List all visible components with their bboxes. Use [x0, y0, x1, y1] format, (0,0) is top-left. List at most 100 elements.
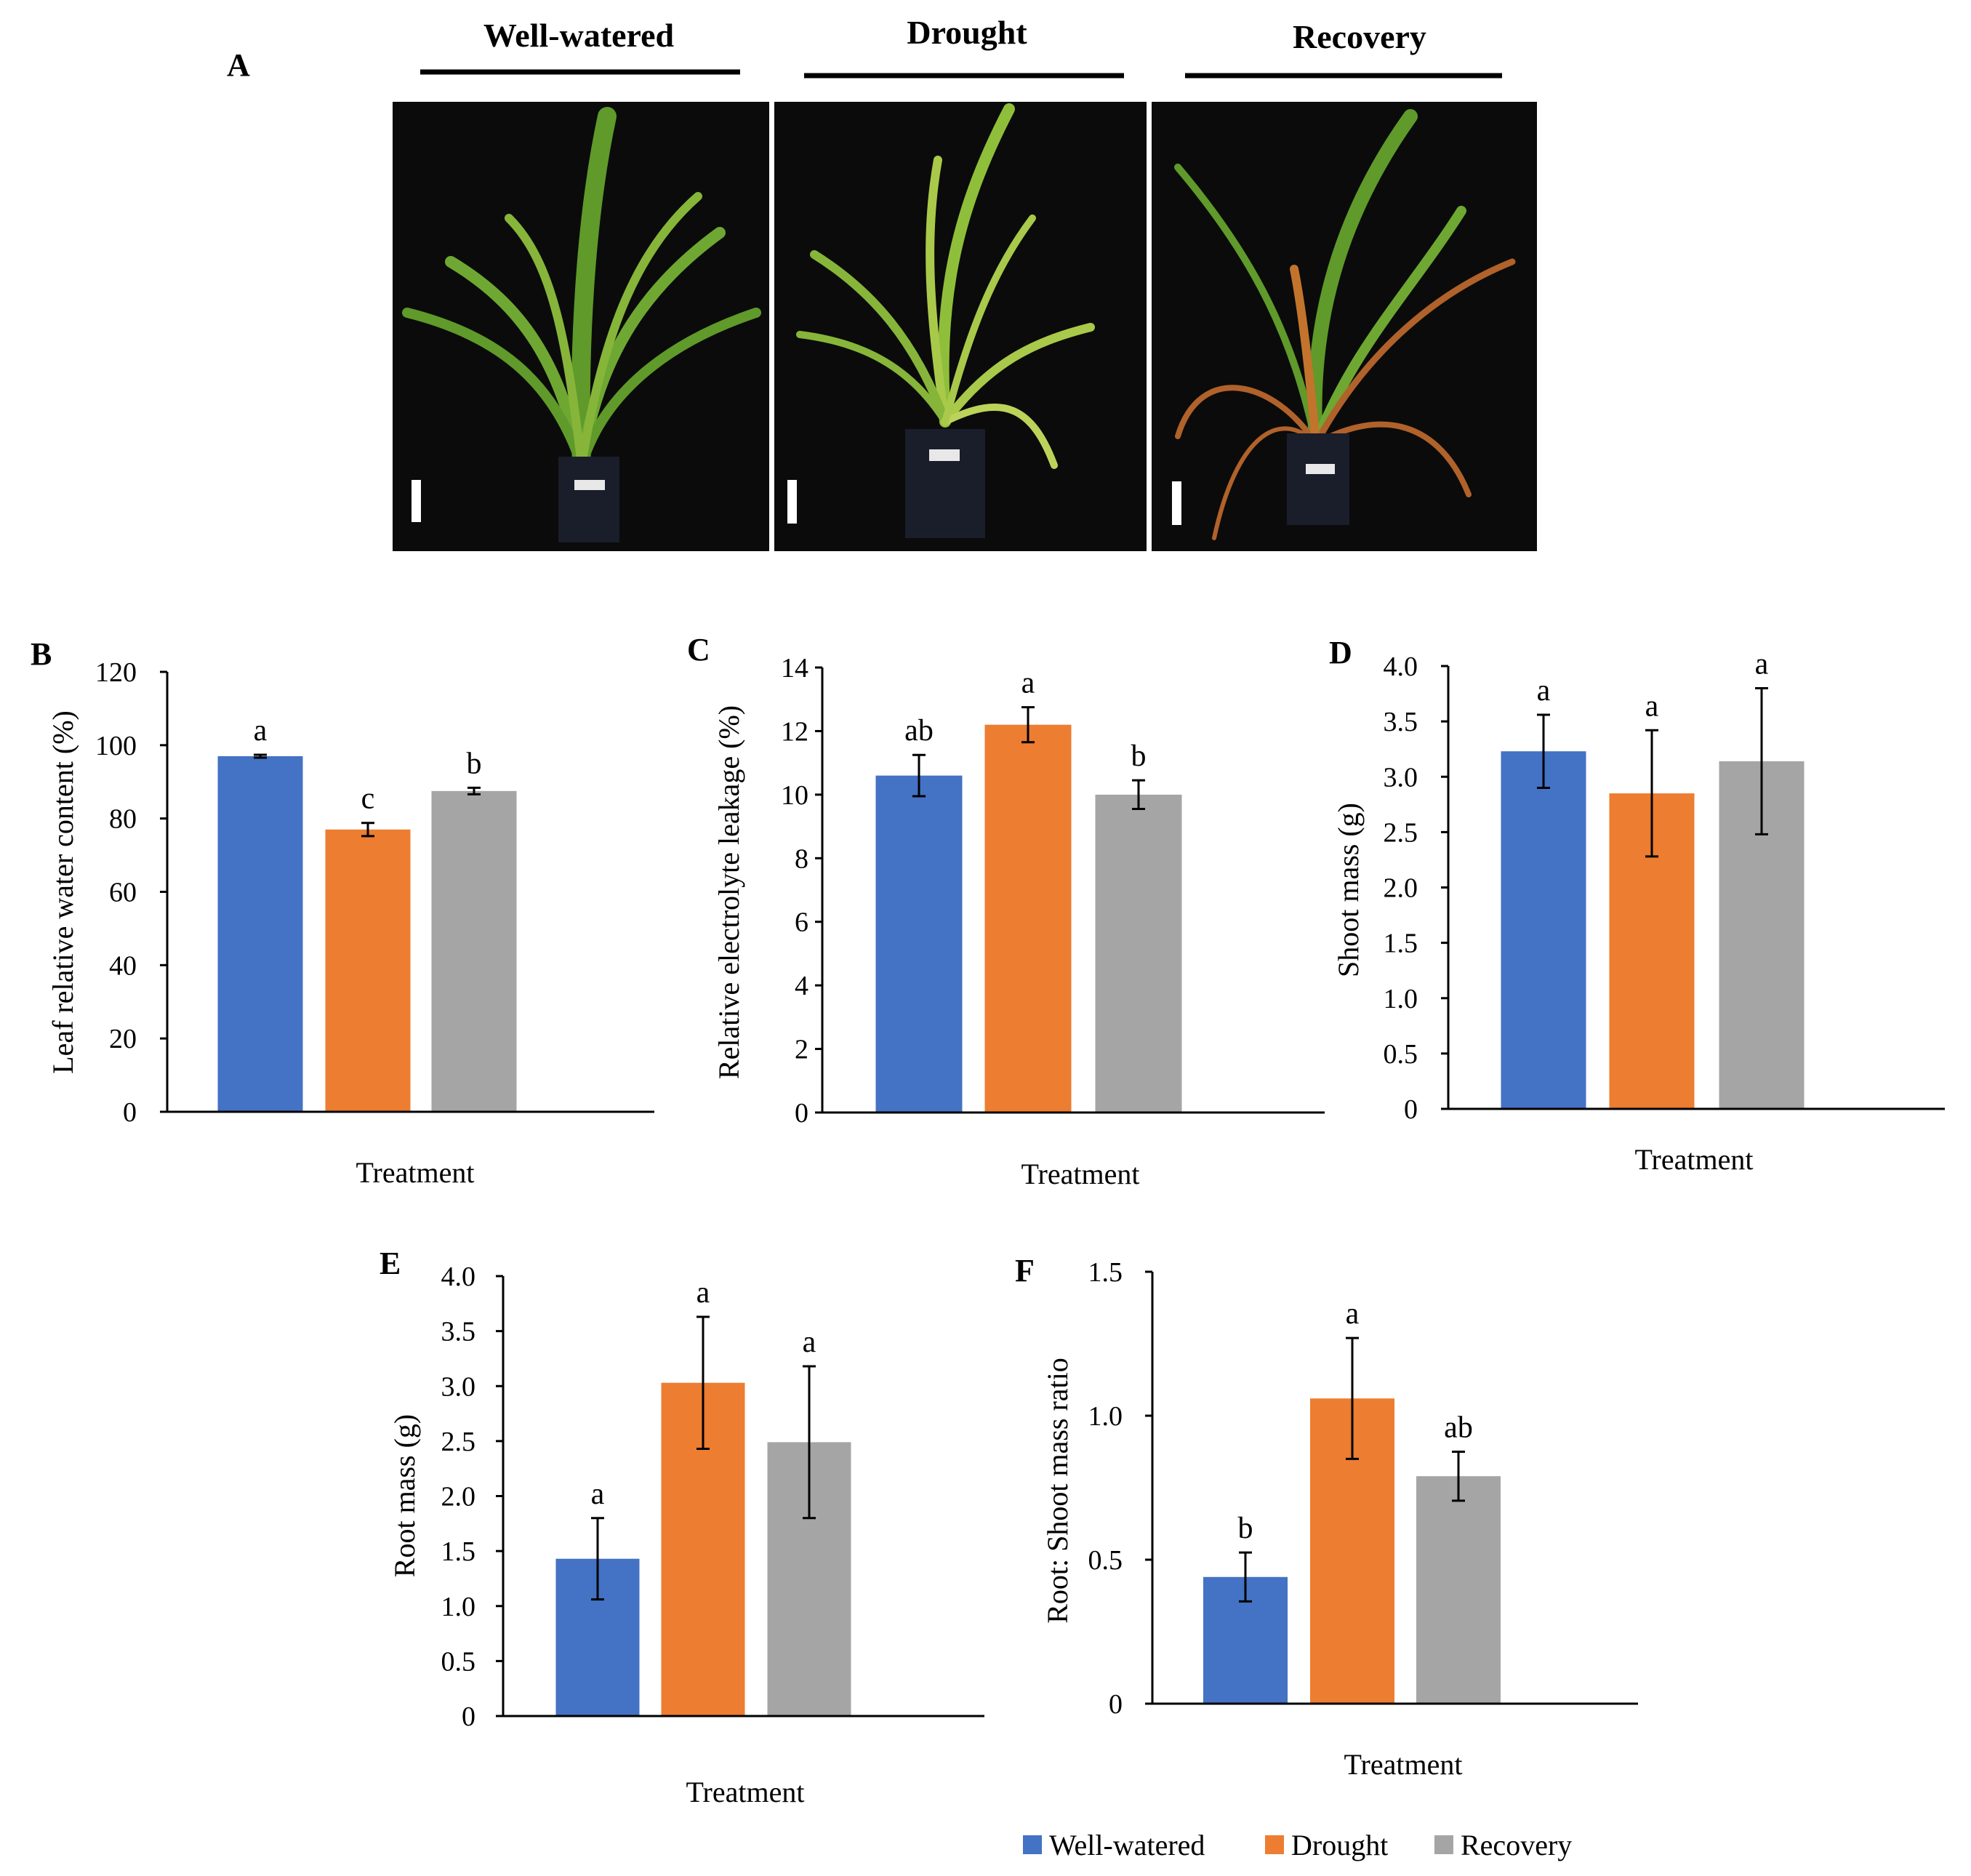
panel-c-significance-letter-well-watered: ab — [904, 714, 934, 747]
legend-swatch-recovery — [1434, 1835, 1453, 1854]
photo-recovery — [1152, 102, 1537, 551]
legend-label-drought: Drought — [1291, 1829, 1388, 1861]
panel-b-significance-letter-recovery: b — [467, 747, 482, 780]
panel-e-tick-label: 0.5 — [441, 1646, 476, 1677]
panel-d-letter: D — [1329, 635, 1352, 670]
panel-b-tick-label: 20 — [109, 1024, 137, 1054]
panel-a-letter: A — [227, 47, 250, 83]
panel-d-significance-letter-recovery: a — [1755, 647, 1769, 681]
legend-swatch-well-watered — [1023, 1835, 1042, 1854]
panel-d-significance-letter-drought: a — [1645, 689, 1659, 723]
panel-e-significance-letter-well-watered: a — [591, 1478, 605, 1511]
panel-c-tick-label: 0 — [795, 1098, 808, 1129]
panel-d-errors — [1537, 686, 1768, 858]
panel-c-bar-drought — [984, 724, 1072, 1113]
panel-b-tick-label: 40 — [109, 950, 137, 981]
panel-c-ticks: 0 2 4 6 8 10 12 14 — [781, 653, 822, 1129]
panel-f-tick-label: 0 — [1109, 1689, 1123, 1720]
panel-d: D Shoot mass (g) 0 0.5 1.0 1.5 2.0 2.5 3.0 3.5 4… — [1329, 635, 1945, 1176]
panel-f-tick-label: 0.5 — [1088, 1545, 1123, 1576]
panel-b-tick-label: 120 — [95, 657, 137, 688]
panel-c-ylabel: Relative electrolyte leakage (%) — [712, 705, 745, 1079]
panel-c-bar-recovery — [1095, 794, 1182, 1113]
panel-e-tick-label: 1.0 — [441, 1592, 476, 1622]
panel-e-tick-label: 4.0 — [441, 1262, 476, 1292]
panel-d-tick-label: 1.0 — [1384, 984, 1418, 1014]
panel-c-tick-label: 2 — [795, 1035, 808, 1065]
panel-e-ticks: 0 0.5 1.0 1.5 2.0 2.5 3.0 3.5 4.0 — [441, 1262, 503, 1732]
panel-d-letters: a a a — [1537, 647, 1769, 723]
panel-e-significance-letter-recovery: a — [803, 1326, 816, 1359]
panel-f-letters: b a ab — [1238, 1297, 1473, 1545]
panel-b-significance-letter-drought: c — [361, 782, 375, 816]
panel-e-bars — [555, 1382, 851, 1716]
legend-label-recovery: Recovery — [1461, 1829, 1572, 1861]
panel-c-letter: C — [687, 632, 710, 668]
panel-f-ticks: 0 0.5 1.0 1.5 — [1088, 1257, 1152, 1720]
panel-c-tick-label: 4 — [795, 971, 808, 1001]
panel-c-tick-label: 8 — [795, 843, 808, 874]
panel-e-tick-label: 0 — [462, 1701, 475, 1732]
panel-d-bar-well-watered — [1501, 751, 1586, 1109]
panel-c-tick-label: 6 — [795, 907, 808, 938]
panel-d-bars — [1501, 751, 1805, 1109]
panel-a-heading-well-watered: Well-watered — [483, 17, 675, 54]
panel-e-ylabel: Root mass (g) — [388, 1414, 421, 1577]
panel-d-significance-letter-well-watered: a — [1537, 674, 1551, 707]
panel-d-tick-label: 3.5 — [1384, 707, 1418, 737]
panel-b-bar-recovery — [431, 790, 517, 1112]
panel-b-bars — [217, 755, 517, 1112]
panel-d-xlabel: Treatment — [1635, 1143, 1754, 1176]
panel-d-tick-label: 2.0 — [1384, 873, 1418, 904]
legend: Well-watered Drought Recovery — [1023, 1829, 1572, 1861]
panel-e-errors — [591, 1315, 816, 1601]
panel-b-bar-well-watered — [217, 755, 303, 1112]
panel-d-ylabel: Shoot mass (g) — [1332, 803, 1365, 977]
panel-d-ticks: 0 0.5 1.0 1.5 2.0 2.5 3.0 3.5 4.0 — [1384, 652, 1448, 1125]
panel-b-ylabel: Leaf relative water content (%) — [47, 710, 79, 1074]
panel-d-tick-label: 1.5 — [1384, 929, 1418, 959]
panel-e-letters: a a a — [591, 1276, 816, 1511]
photo-well-watered — [393, 102, 769, 551]
panel-b-tick-label: 100 — [95, 731, 137, 761]
panel-c-errors — [912, 706, 1145, 811]
panel-f-tick-label: 1.5 — [1088, 1257, 1123, 1288]
panel-b-letters: a c b — [254, 714, 482, 816]
panel-e-letter: E — [380, 1246, 401, 1281]
panel-c-bars — [875, 724, 1182, 1113]
panel-e-tick-label: 2.0 — [441, 1482, 476, 1512]
panel-e-tick-label: 3.0 — [441, 1371, 476, 1402]
panel-b-errors — [254, 753, 481, 838]
panel-f-xlabel: Treatment — [1344, 1748, 1463, 1781]
panel-b-bar-drought — [325, 829, 411, 1112]
panel-b-xlabel: Treatment — [356, 1156, 475, 1189]
panel-b-tick-label: 60 — [109, 878, 137, 908]
panel-c-tick-label: 12 — [781, 716, 808, 747]
panel-c-xlabel: Treatment — [1021, 1158, 1140, 1190]
panel-c-tick-label: 10 — [781, 780, 808, 811]
panel-c-significance-letter-drought: a — [1021, 667, 1035, 700]
panel-e-tick-label: 3.5 — [441, 1317, 476, 1347]
photo-drought — [774, 102, 1147, 551]
panel-f-ylabel: Root: Shoot mass ratio — [1041, 1358, 1074, 1624]
panel-a-heading-recovery: Recovery — [1293, 18, 1426, 55]
legend-swatch-drought — [1265, 1835, 1284, 1854]
panel-d-tick-label: 0.5 — [1384, 1039, 1418, 1070]
panel-b-tick-label: 0 — [123, 1097, 137, 1128]
panel-b-ticks: 0 20 40 60 80 100 120 — [95, 657, 167, 1128]
legend-label-well-watered: Well-watered — [1049, 1829, 1205, 1861]
panel-f-significance-letter-drought: a — [1346, 1297, 1360, 1331]
panel-e: E Root mass (g) 0 0.5 1.0 1.5 2.0 2.5 3.0 3.5 4.… — [380, 1246, 984, 1808]
panel-b-significance-letter-well-watered: a — [254, 714, 268, 747]
panel-c: C Relative electrolyte leakage (%) 0 2 4 6 8… — [687, 632, 1325, 1190]
panel-d-tick-label: 4.0 — [1384, 652, 1418, 682]
panel-d-tick-label: 3.0 — [1384, 762, 1418, 793]
panel-f-bar-recovery — [1416, 1476, 1501, 1704]
panel-f-significance-letter-recovery: ab — [1444, 1411, 1473, 1445]
panel-a: A Well-watered Drought Recovery — [227, 14, 1537, 551]
panel-b: B Leaf relative water content (%) 0 20 40 6… — [31, 636, 654, 1189]
panel-c-bar-well-watered — [875, 775, 963, 1113]
panel-f: F Root: Shoot mass ratio 0 0.5 1.0 1.5 b a ab… — [1015, 1253, 1638, 1781]
